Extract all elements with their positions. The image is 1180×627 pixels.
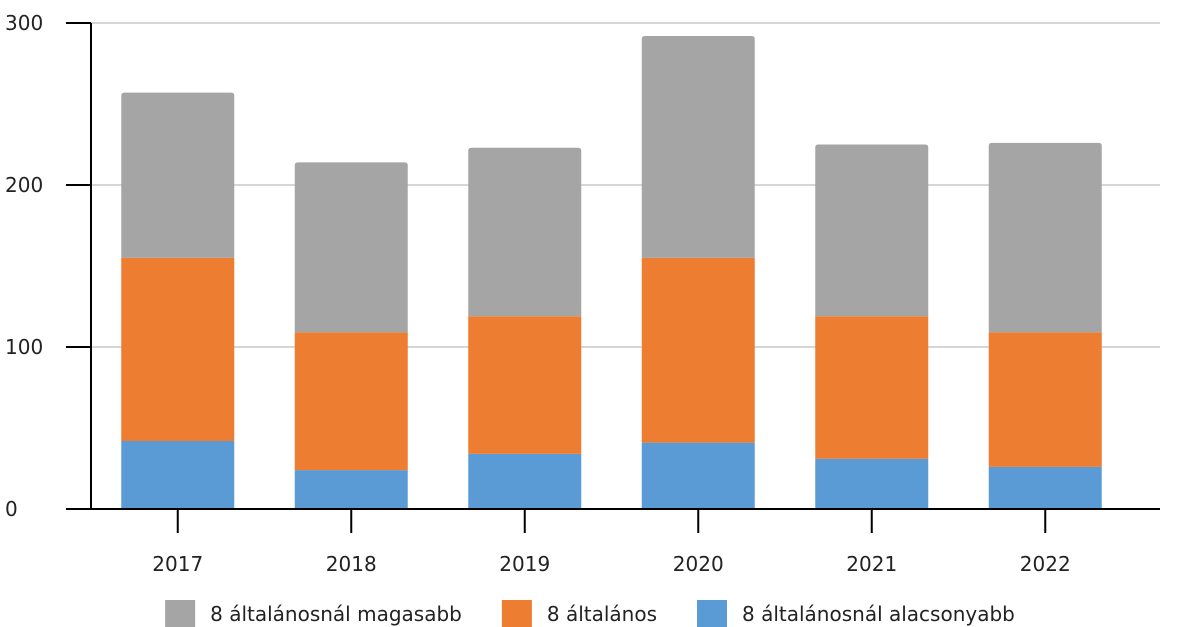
legend: 8 általánosnál magasabb 8 általános 8 álta… (165, 600, 1015, 627)
x-tick-label: 2020 (673, 552, 724, 576)
bar-segment (988, 466, 1102, 509)
bar-segment (815, 316, 929, 459)
legend-label: 8 általános (547, 602, 657, 626)
legend-swatch (165, 600, 196, 627)
bar-segment (641, 442, 755, 509)
bar-segment (121, 440, 235, 509)
bar-segment (121, 257, 235, 441)
bar-segment (641, 35, 755, 258)
legend-label: 8 általánosnál alacsonyabb (742, 602, 1015, 626)
bar-segment (468, 453, 582, 509)
gridlines (91, 22, 1160, 348)
bar-segment (988, 142, 1102, 333)
y-tick-label: 0 (5, 497, 18, 521)
bar-segment (468, 147, 582, 317)
x-tick-label: 2022 (1020, 552, 1071, 576)
x-tick-label: 2019 (499, 552, 550, 576)
bar-segment (988, 332, 1102, 467)
legend-label: 8 általánosnál magasabb (210, 602, 462, 626)
x-tick-label: 2021 (846, 552, 897, 576)
bar-segment (294, 332, 408, 471)
bars (121, 35, 1102, 509)
axes: 0 100 200 300 2017 2018 2019 2020 2021 2022 (5, 11, 1160, 576)
bar-segment (121, 92, 235, 258)
bar-segment (294, 470, 408, 509)
x-tick-label: 2017 (152, 552, 203, 576)
bar-segment (468, 316, 582, 454)
y-tick-label: 200 (5, 173, 43, 197)
x-tick-label: 2018 (326, 552, 377, 576)
legend-swatch (501, 600, 532, 627)
bar-segment (815, 458, 929, 509)
legend-swatch (697, 600, 728, 627)
bar-segment (294, 162, 408, 333)
y-tick-label: 300 (5, 11, 43, 35)
bar-segment (815, 144, 929, 317)
bar-segment (641, 257, 755, 443)
y-tick-label: 100 (5, 335, 43, 359)
